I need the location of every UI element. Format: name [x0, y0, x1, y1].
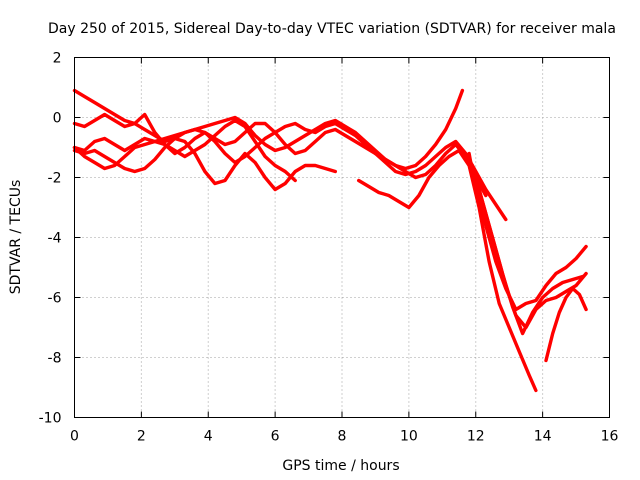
trace-1-markers — [74, 89, 463, 170]
trace-7-line — [467, 151, 588, 312]
x-tick-label: 2 — [137, 429, 146, 445]
x-tick-label: 8 — [338, 429, 347, 445]
trace-8-markers — [471, 165, 583, 336]
x-axis-label: GPS time / hours — [282, 458, 399, 474]
trace-5-markers — [74, 122, 487, 196]
chart-title: Day 250 of 2015, Sidereal Day-to-day VTE… — [48, 21, 616, 37]
trace-1-line — [72, 88, 465, 171]
x-tick-label: 6 — [271, 429, 280, 445]
y-tick-label: -2 — [48, 171, 62, 187]
y-axis-label: SDTVAR / TECUs — [8, 180, 24, 295]
data-series — [72, 88, 588, 393]
trace-6-line — [357, 148, 538, 393]
trace-7-markers — [468, 153, 587, 311]
trace-2-markers — [74, 113, 507, 220]
axis-ticks: 0 2 4 6 8 10 12 14 16 -10 -8 -6 -4 -2 0 2 — [39, 51, 619, 445]
x-tick-label: 10 — [400, 429, 418, 445]
trace-6-markers — [358, 149, 537, 391]
x-tick-label: 16 — [601, 429, 619, 445]
x-tick-label: 0 — [70, 429, 79, 445]
trace-10-line — [544, 286, 588, 363]
x-tick-label: 14 — [534, 429, 552, 445]
y-tick-label: 2 — [53, 51, 62, 67]
trace-8-line — [470, 163, 585, 336]
plot-frame — [74, 57, 610, 418]
y-tick-label: -8 — [48, 351, 62, 367]
x-tick-label: 4 — [204, 429, 213, 445]
trace-9-markers — [475, 177, 587, 329]
trace-2-line — [72, 112, 508, 222]
x-tick-label: 12 — [467, 429, 485, 445]
y-tick-label: -10 — [39, 411, 62, 427]
trace-3-markers — [74, 119, 296, 181]
y-tick-label: 0 — [53, 111, 62, 127]
y-tick-label: -4 — [48, 231, 62, 247]
grid — [74, 57, 610, 418]
y-tick-label: -6 — [48, 291, 62, 307]
